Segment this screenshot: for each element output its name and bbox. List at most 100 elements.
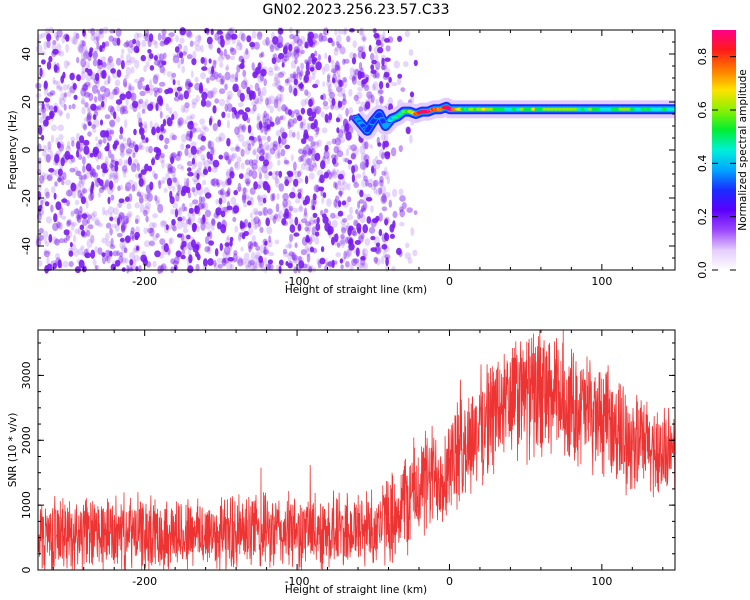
spectrogram-noise-blob: [219, 243, 223, 251]
spectrogram-noise-blob: [147, 49, 152, 54]
spectrogram-noise-blob: [160, 123, 165, 132]
spectrogram-noise-blob: [131, 86, 135, 93]
spectrogram-noise-blob: [315, 106, 320, 116]
spectrogram-noise-blob: [80, 229, 86, 237]
spectrogram-noise-blob: [374, 54, 379, 63]
spectrogram-noise-blob: [220, 75, 225, 85]
spectrogram-noise-blob: [171, 72, 177, 78]
spectrogram-noise-blob: [52, 40, 57, 45]
spectrogram-noise-blob: [220, 53, 226, 60]
spectrogram-noise-blob: [108, 105, 114, 113]
spectrogram-noise-blob: [320, 189, 324, 197]
spectrogram-noise-blob: [238, 173, 244, 180]
spectrogram-noise-blob: [90, 234, 95, 244]
spectrogram-noise-blob: [192, 187, 198, 197]
spectrogram-noise-blob: [240, 33, 246, 42]
spectrogram-noise-blob: [273, 99, 279, 109]
spectrogram-noise-blob: [338, 42, 342, 51]
spectrogram-noise-blob: [374, 34, 380, 42]
spectrogram-noise-blob: [276, 143, 281, 153]
spectrogram-noise-blob: [255, 245, 261, 251]
spectrogram-noise-blob: [91, 168, 97, 177]
spectrogram-noise-blob: [82, 83, 88, 91]
spectrogram-noise-blob: [331, 168, 337, 177]
spectrogram-noise-blob: [230, 153, 236, 162]
spectrogram-noise-blob: [179, 27, 186, 36]
spectrogram-noise-blob: [345, 107, 349, 117]
spectrogram-noise-blob: [197, 217, 204, 224]
spectrogram-noise-blob: [155, 233, 160, 238]
spectrogram-noise-blob: [80, 58, 87, 68]
spectrogram-noise-blob: [352, 147, 359, 156]
spectrogram-noise-blob: [257, 87, 261, 97]
spectrogram-noise-blob: [366, 193, 372, 201]
tone-track-point: [565, 107, 571, 111]
spectrogram-noise-blob: [87, 131, 92, 137]
spectrogram-noise-blob: [65, 234, 70, 241]
spectrogram-noise-blob: [254, 254, 261, 262]
spectrogram-noise-blob: [148, 145, 153, 154]
tone-track-point: [595, 107, 601, 111]
spectrogram-noise-blob: [176, 86, 183, 92]
spectrogram-noise-blob: [109, 119, 116, 127]
spectrogram-noise-blob: [263, 78, 267, 87]
spectrogram-noise-blob: [117, 214, 123, 224]
spectrogram-noise-blob: [103, 80, 109, 86]
spectrogram-noise-blob: [308, 265, 313, 273]
spectrogram-noise-blob: [364, 159, 369, 169]
spectrogram-noise-blob: [38, 161, 42, 171]
spectrogram-noise-blob: [83, 84, 89, 91]
spectrogram-noise-blob: [191, 162, 196, 170]
spectrogram-noise-blob: [313, 126, 320, 132]
spectrogram-noise-blob: [149, 65, 155, 71]
spectrogram-noise-blob: [211, 167, 218, 173]
spectrogram-noise-blob: [80, 178, 86, 186]
spectrogram-noise-blob: [76, 169, 81, 177]
spectrogram-noise-blob: [287, 252, 292, 262]
snr-x-axis-label: Height of straight line (km): [285, 584, 427, 596]
spectrogram-noise-blob: [216, 182, 221, 188]
spectrogram-noise-blob: [99, 45, 103, 52]
spectrogram-noise-blob: [183, 90, 189, 100]
spectrogram-noise-blob: [210, 146, 215, 156]
spectrogram-noise-blob: [50, 124, 58, 132]
spectrogram-noise-blob: [274, 175, 279, 184]
spectrogram-noise-blob: [130, 163, 137, 173]
spectrogram-noise-blob: [355, 209, 359, 215]
spectrogram-noise-blob: [363, 154, 370, 163]
spectrogram-noise-blob: [299, 69, 304, 77]
spectrogram-noise-blob: [297, 44, 304, 51]
spectrogram-tone-track: [348, 97, 675, 140]
spectrogram-noise-blob: [86, 238, 93, 248]
spectrogram-noise-blob: [321, 197, 325, 204]
spectrogram-noise-blob: [348, 107, 354, 115]
spectrogram-noise-blob: [270, 193, 275, 202]
spectrogram-noise-blob: [67, 154, 74, 160]
spectrogram-noise-blob: [277, 159, 281, 166]
spectrogram-noise-blob: [78, 178, 83, 185]
spectrogram-noise-blob: [376, 159, 383, 165]
spectrogram-noise-blob: [231, 33, 236, 40]
spectrogram-noise-blob: [95, 177, 100, 188]
spectrogram-noise-blob: [311, 111, 317, 119]
spectrogram-noise-blob: [134, 59, 140, 69]
spectrogram-noise-blob: [351, 76, 357, 85]
spectrogram-noise-blob: [198, 85, 204, 94]
spectrogram-noise-blob: [109, 120, 115, 129]
spectrogram-noise-blob: [168, 237, 172, 246]
spectrogram-noise-blob: [360, 204, 367, 211]
spectrogram-noise-blob: [198, 161, 203, 170]
spectrogram-noise-blob: [82, 188, 88, 194]
spectrogram-noise-blob: [64, 92, 68, 98]
spectrogram-noise-blob: [112, 250, 119, 257]
spectrogram-noise-blob: [235, 186, 243, 192]
spectrogram-noise-blob: [168, 107, 173, 115]
spectrogram-noise-blob: [274, 42, 281, 51]
spectrogram-noise-blob: [237, 258, 244, 267]
spectrogram-noise-blob: [106, 127, 112, 133]
spectrogram-noise-blob: [385, 45, 391, 52]
spectrogram-noise-blob: [348, 124, 354, 134]
spectrogram-noise-blob: [377, 142, 382, 147]
spectrogram-noise-blob: [218, 197, 223, 205]
spectrogram-noise-blob: [282, 46, 288, 55]
